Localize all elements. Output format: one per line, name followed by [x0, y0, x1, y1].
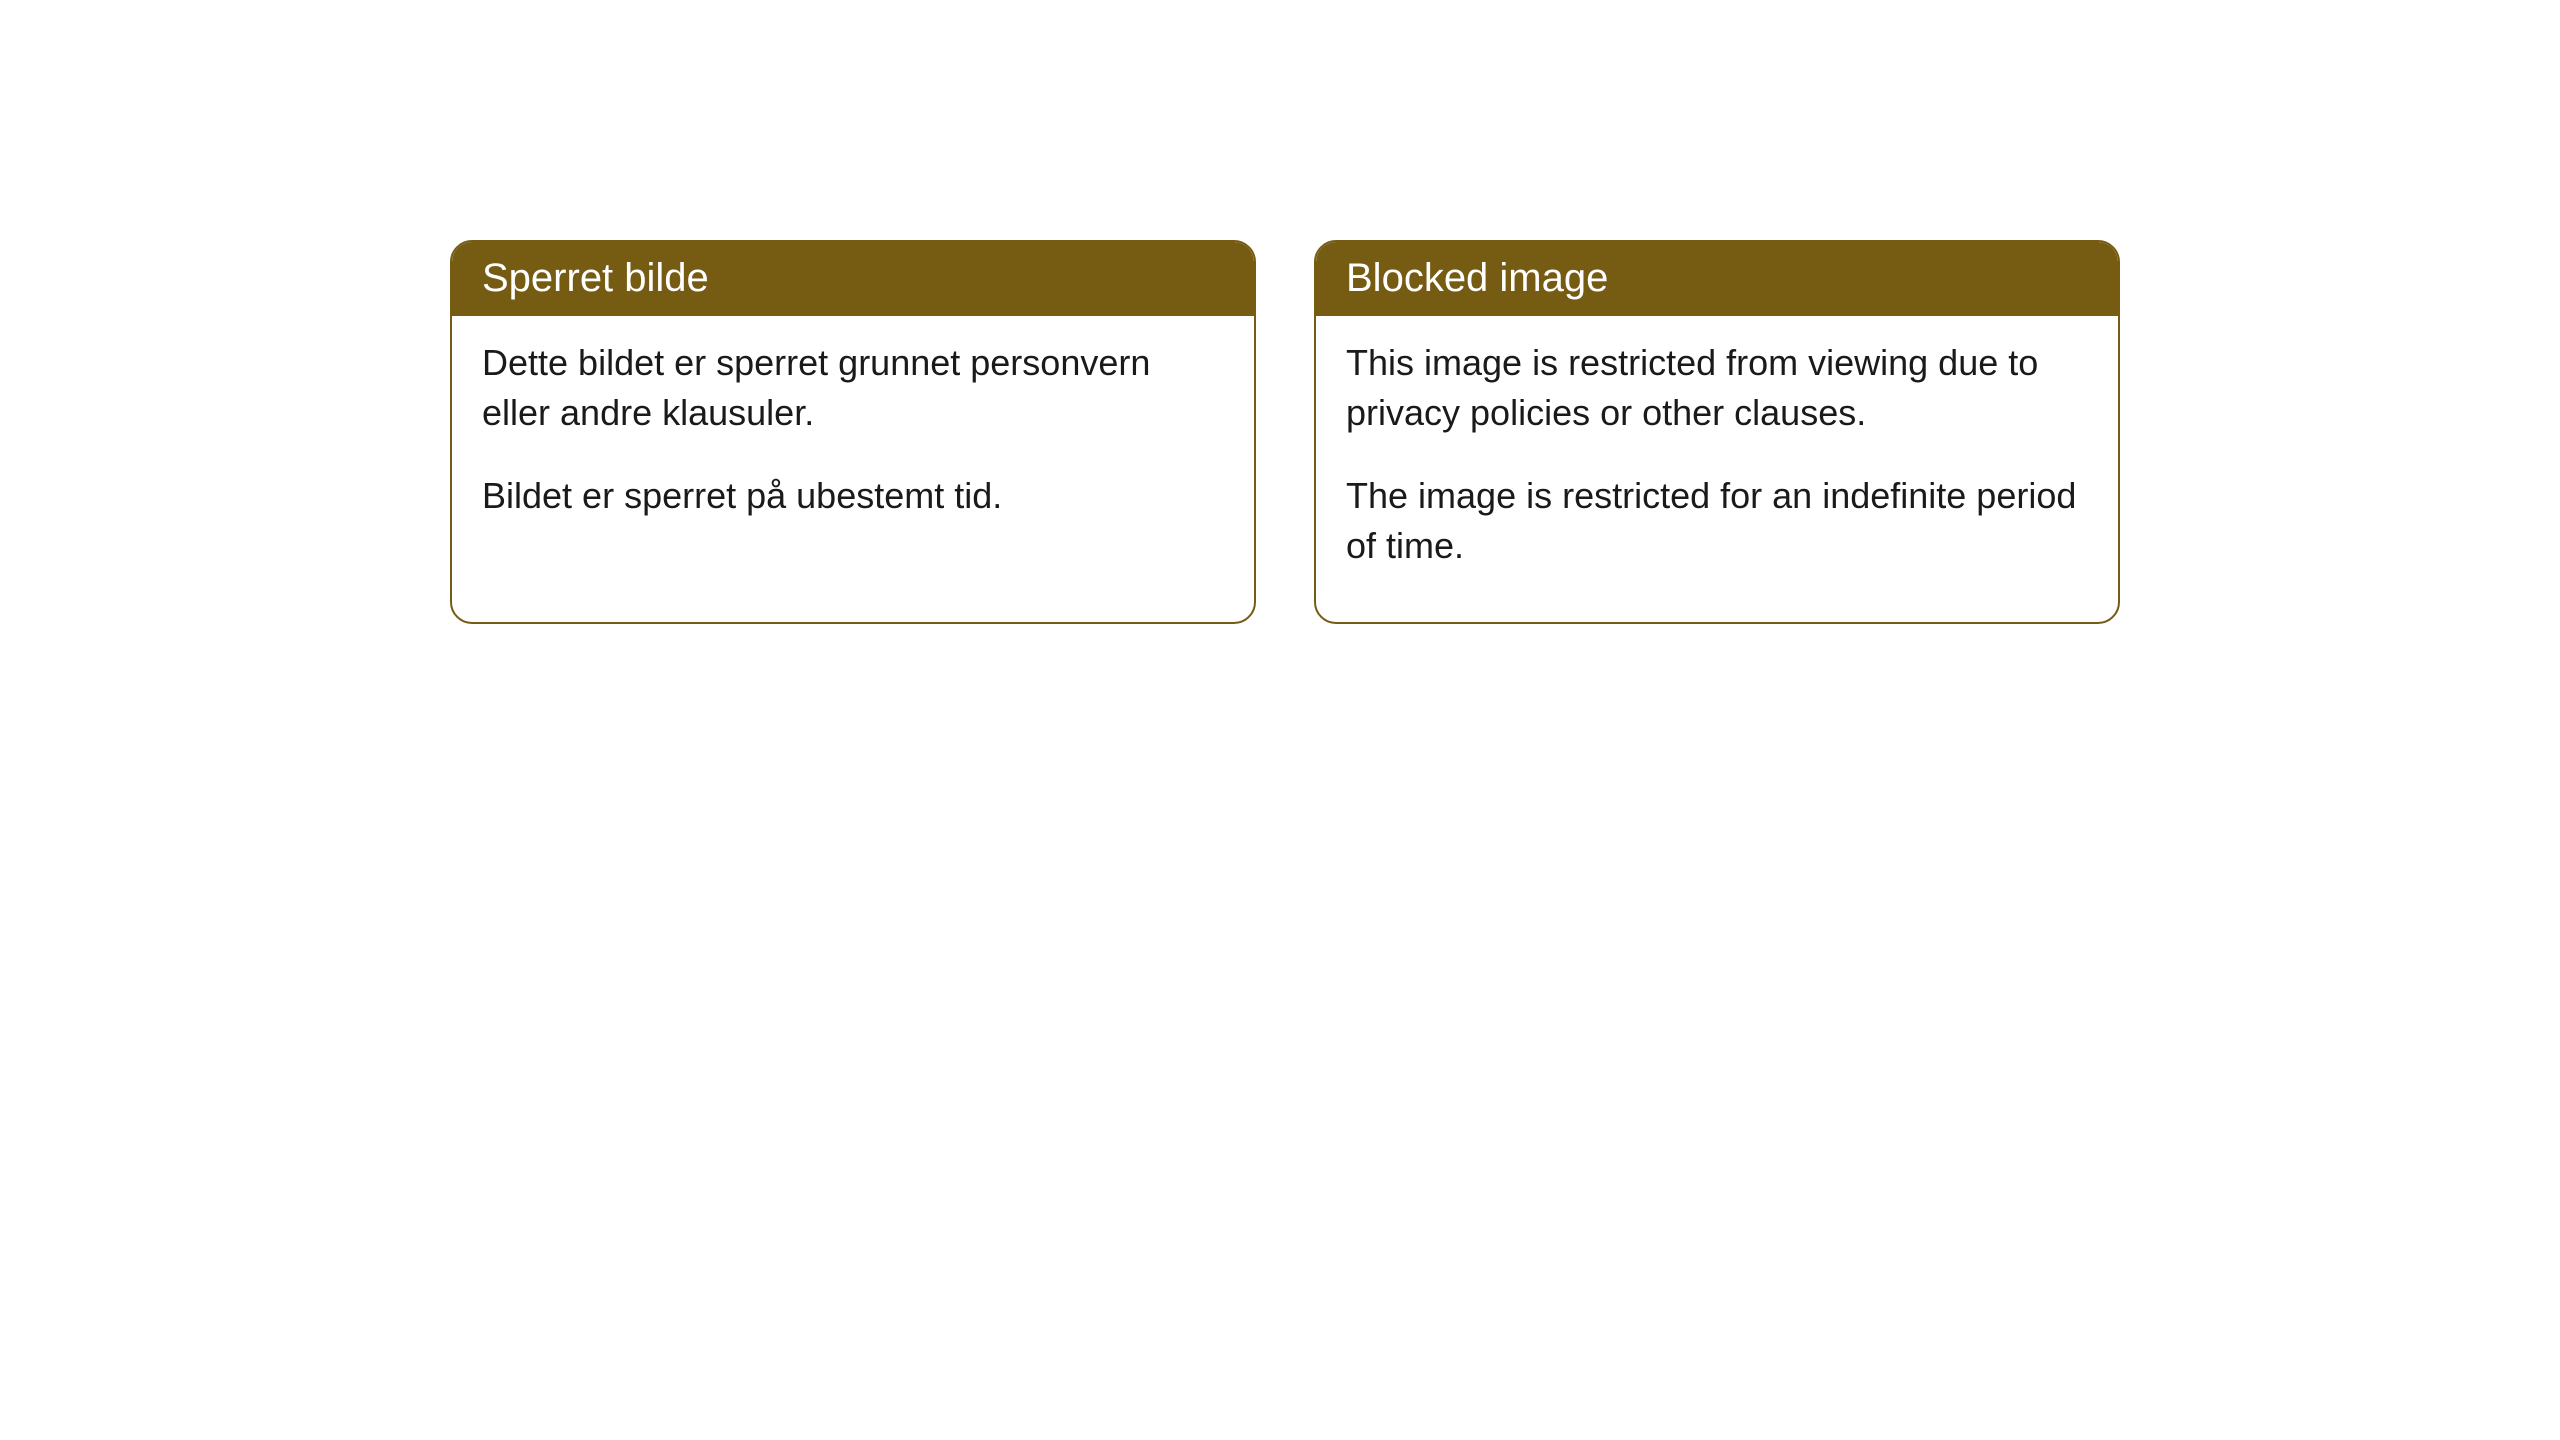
notice-body: Dette bildet er sperret grunnet personve… — [452, 316, 1254, 571]
notice-paragraph: This image is restricted from viewing du… — [1346, 338, 2088, 439]
notice-card-english: Blocked image This image is restricted f… — [1314, 240, 2120, 624]
notice-paragraph: Dette bildet er sperret grunnet personve… — [482, 338, 1224, 439]
notice-container: Sperret bilde Dette bildet er sperret gr… — [450, 240, 2120, 624]
notice-title: Blocked image — [1316, 242, 2118, 316]
notice-body: This image is restricted from viewing du… — [1316, 316, 2118, 622]
notice-paragraph: The image is restricted for an indefinit… — [1346, 471, 2088, 572]
notice-card-norwegian: Sperret bilde Dette bildet er sperret gr… — [450, 240, 1256, 624]
notice-title: Sperret bilde — [452, 242, 1254, 316]
notice-paragraph: Bildet er sperret på ubestemt tid. — [482, 471, 1224, 521]
